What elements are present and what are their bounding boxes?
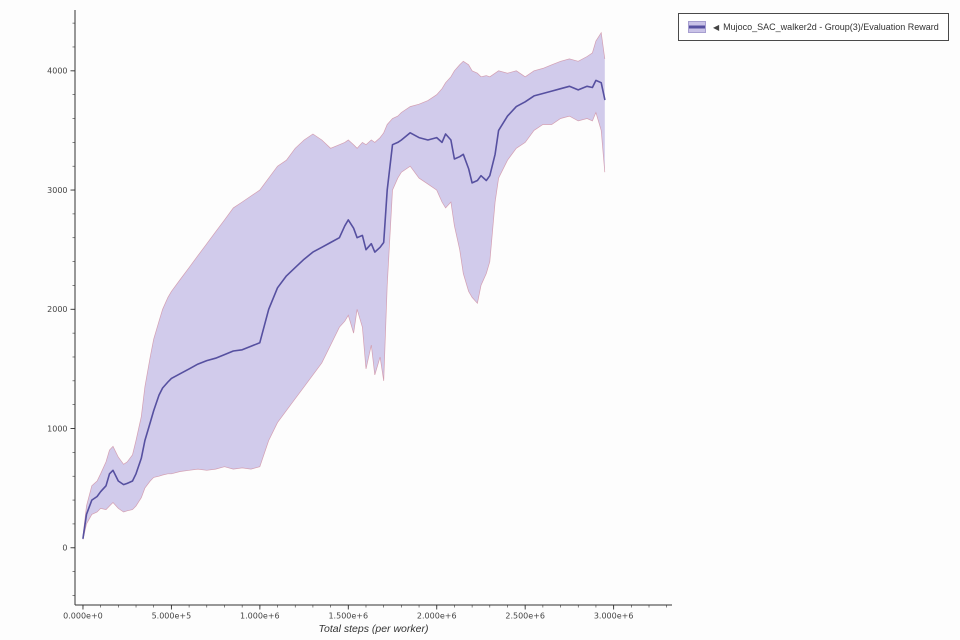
band-lower-edge [82,111,606,540]
y-tick-label: 2000 [47,305,67,314]
x-tick-label: 2.000e+6 [417,612,457,621]
x-tick-label: 1.000e+6 [240,612,280,621]
legend-swatch [688,21,706,33]
confidence-band [83,32,605,540]
y-tick-label: 3000 [47,186,67,195]
x-tick-label: 5.000e+5 [152,612,192,621]
mean-line [82,79,606,539]
legend-label: Mujoco_SAC_walker2d - Group(3)/Evaluatio… [723,22,939,32]
y-tick-label: 4000 [47,67,67,76]
x-tick-label: 2.500e+6 [505,612,545,621]
x-tick-label: 1.500e+6 [328,612,368,621]
legend-item[interactable]: ◀ Mujoco_SAC_walker2d - Group(3)/Evaluat… [678,13,949,41]
y-tick-label: 0 [62,544,67,553]
band-upper-edge [82,31,606,536]
x-tick-label: 0.000e+0 [63,612,103,621]
legend-collapse-icon[interactable]: ◀ [713,22,720,32]
y-tick-label: 1000 [47,424,67,433]
legend-text: ◀ Mujoco_SAC_walker2d - Group(3)/Evaluat… [713,22,939,32]
x-axis-label: Total steps (per worker) [318,623,429,635]
x-tick-label: 3.000e+6 [594,612,634,621]
